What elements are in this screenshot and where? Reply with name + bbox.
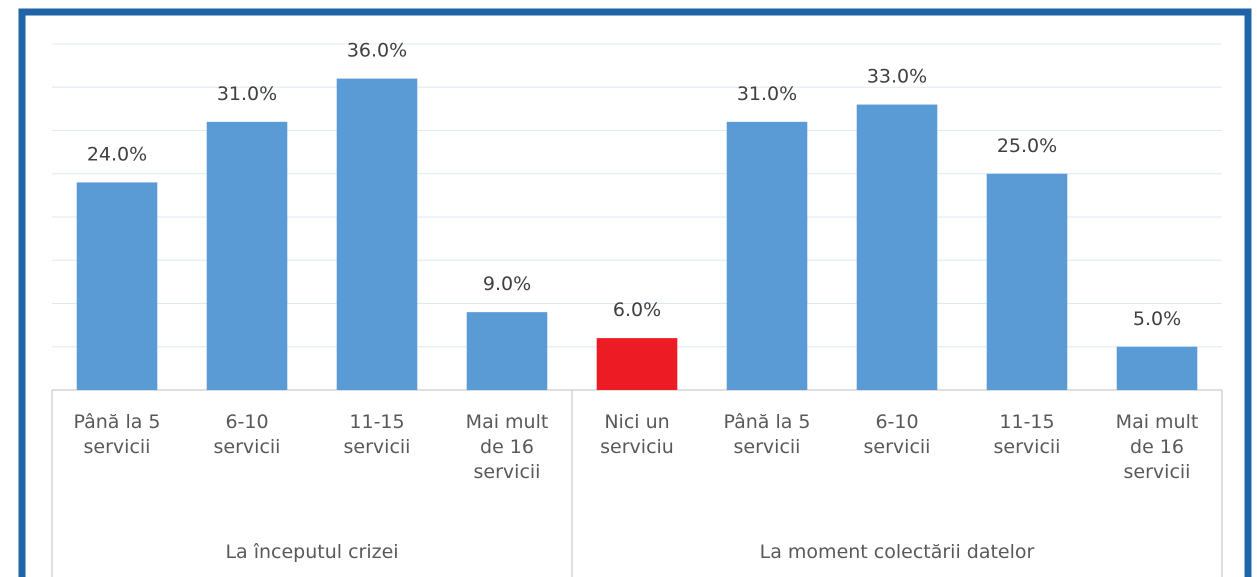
bar — [76, 182, 158, 390]
data-label: 25.0% — [997, 135, 1057, 157]
bar — [336, 78, 418, 390]
group-label: La moment colectării datelor — [759, 541, 1035, 563]
x-tick-label: 11-15 servicii — [343, 411, 411, 458]
bar — [726, 121, 808, 390]
bar — [206, 121, 288, 390]
bar — [466, 312, 548, 390]
data-label: 24.0% — [87, 143, 147, 165]
x-tick-label: Până la 5 servicii — [73, 411, 161, 458]
group-label: La începutul crizei — [225, 541, 399, 563]
bar — [856, 104, 938, 391]
x-tick-label: Mai mult de 16 servicii — [465, 411, 549, 483]
data-label: 36.0% — [347, 40, 407, 62]
bar — [596, 338, 678, 390]
data-label: 31.0% — [737, 83, 797, 105]
x-tick-label: Nici un serviciu — [600, 411, 674, 458]
data-label: 5.0% — [1133, 308, 1181, 330]
data-label: 31.0% — [217, 83, 277, 105]
x-tick-label: 11-15 servicii — [993, 411, 1061, 458]
x-tick-label: Până la 5 servicii — [723, 411, 811, 458]
bar — [1116, 346, 1198, 390]
data-label: 33.0% — [867, 66, 927, 88]
frame — [18, 8, 1252, 577]
x-tick-label: Mai mult de 16 servicii — [1115, 411, 1199, 483]
bar — [986, 173, 1068, 390]
data-label: 9.0% — [483, 273, 531, 295]
x-tick-label: 6-10 servicii — [213, 411, 281, 458]
x-tick-label: 6-10 servicii — [863, 411, 931, 458]
data-label: 6.0% — [613, 299, 661, 321]
